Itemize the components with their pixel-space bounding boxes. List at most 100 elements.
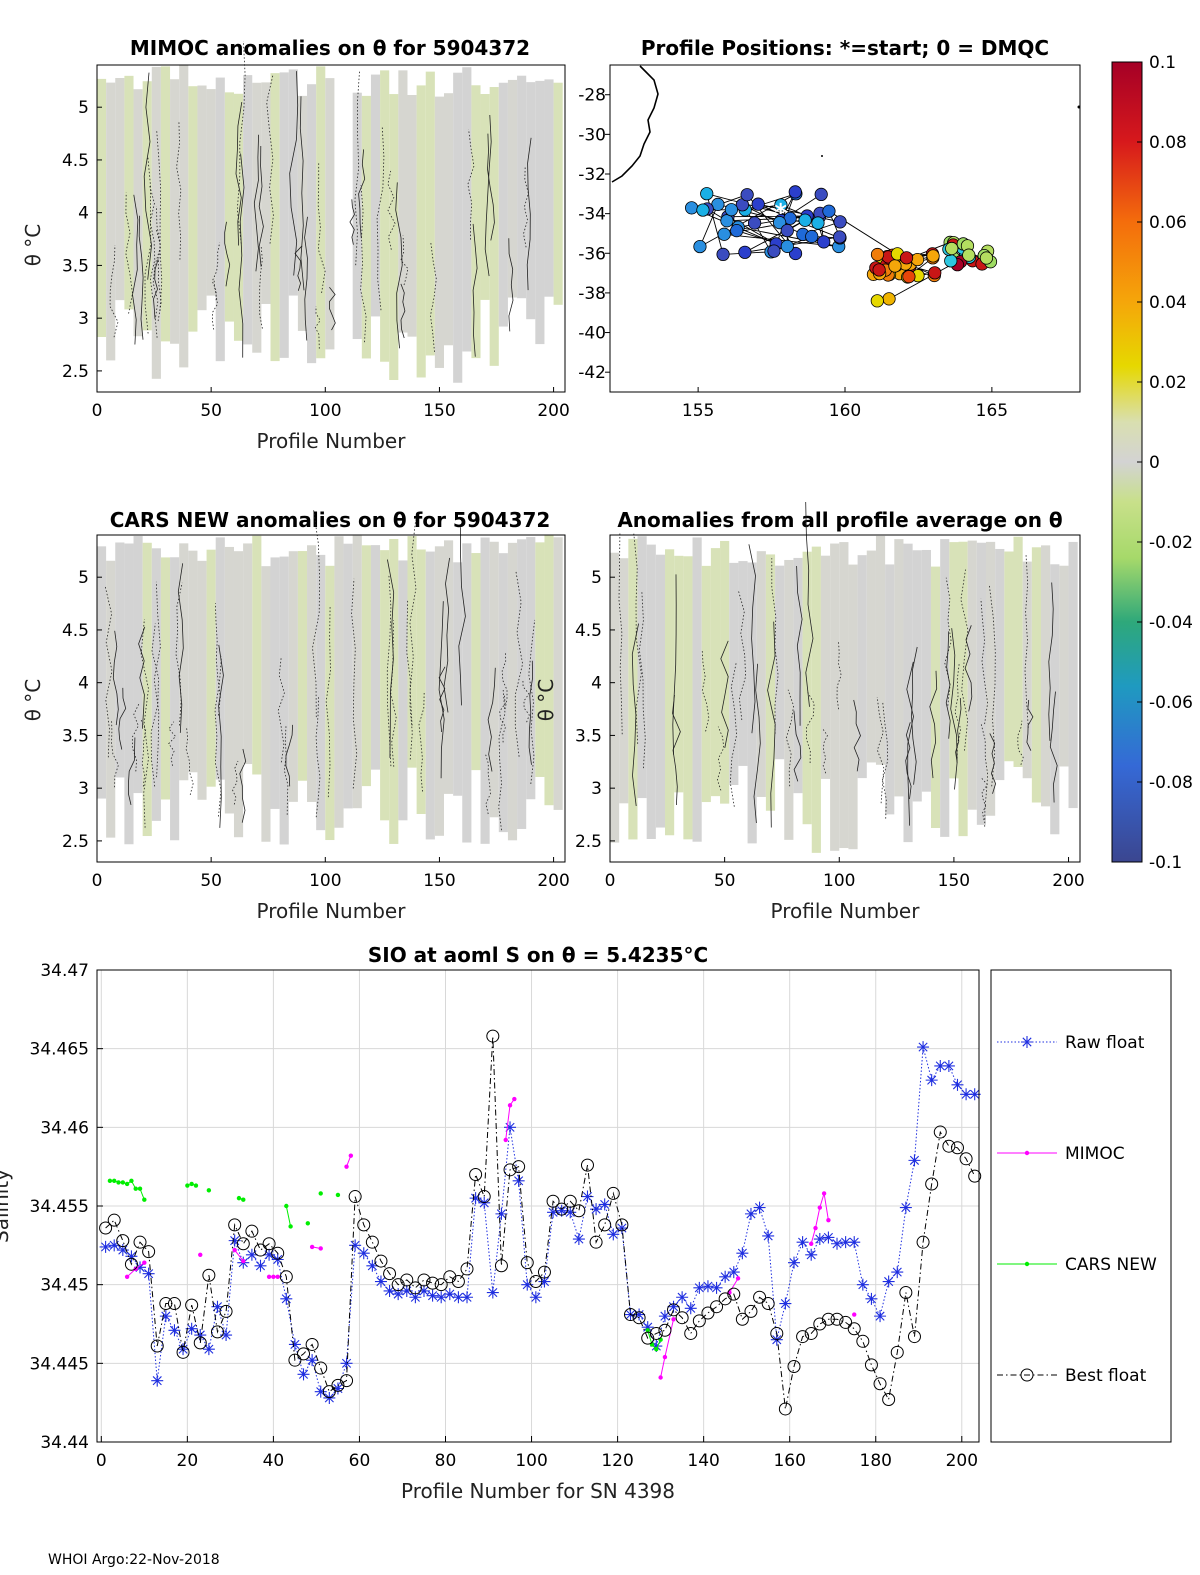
contour-line: [487, 133, 495, 241]
mimoc-marker: [852, 1312, 857, 1317]
raw-float-marker: [865, 1292, 878, 1305]
raw-float-marker: [185, 1322, 198, 1335]
best-float-marker: [968, 1169, 982, 1183]
y-tick-label: 3: [78, 779, 89, 799]
contour-line: [438, 601, 445, 779]
contour-line: [767, 621, 776, 828]
heat-cell: [958, 541, 968, 837]
best-float-marker: [546, 1194, 560, 1208]
y-tick-label: 3.5: [62, 256, 89, 276]
contour-line: [138, 215, 144, 340]
raw-float-marker: [658, 1310, 671, 1323]
heat-cell: [875, 535, 886, 765]
best-float-marker: [124, 1257, 138, 1271]
heat-cell: [106, 560, 116, 838]
heat-cell: [1059, 565, 1069, 767]
heat-cell: [334, 536, 344, 828]
raw-float-marker: [486, 1286, 499, 1299]
best-float-series: [99, 1029, 982, 1416]
best-float-marker: [761, 1297, 775, 1311]
heat-cell: [261, 82, 271, 304]
colorbar-tick-label: 0.04: [1149, 293, 1187, 313]
heat-cell: [866, 550, 876, 763]
contour-line: [358, 149, 366, 239]
raw-float-marker: [633, 1308, 646, 1321]
y-tick-label: 4: [78, 204, 89, 224]
raw-float-series: [99, 1041, 981, 1404]
raw-float-marker: [469, 1192, 482, 1205]
best-float-marker: [279, 1270, 293, 1284]
heat-cell: [243, 543, 253, 765]
y-tick-label: 4.5: [62, 151, 89, 171]
profile-position-marker: [774, 198, 788, 212]
heat-cell: [967, 540, 977, 810]
contour-line: [354, 69, 360, 266]
x-tick-label: 150: [423, 401, 455, 421]
island-dot-small: [821, 155, 823, 157]
profile-position-marker: [767, 244, 781, 258]
best-float-marker: [520, 1256, 534, 1270]
mimoc-heatmap-field: [97, 41, 563, 383]
best-float-marker: [116, 1234, 130, 1248]
mimoc-series: [124, 1096, 857, 1380]
contour-line: [390, 620, 397, 767]
heat-cell: [316, 66, 326, 359]
heat-cell: [655, 554, 666, 828]
y-tick-label: 2.5: [62, 362, 89, 382]
heat-cell: [610, 552, 620, 843]
best-float-marker: [684, 1326, 698, 1340]
raw-float-marker: [228, 1234, 241, 1247]
best-float-marker: [167, 1297, 181, 1311]
heat-cell: [407, 536, 417, 768]
raw-float-marker: [942, 1059, 955, 1072]
x-tick-label: 200: [537, 871, 569, 891]
best-float-marker: [236, 1237, 250, 1251]
best-float-marker: [305, 1337, 319, 1351]
contour-line: [315, 696, 321, 818]
y-tick-label: 3.5: [575, 726, 602, 746]
x-tick-label: 160: [773, 1451, 805, 1471]
best-float-marker: [778, 1402, 792, 1416]
heat-cell: [252, 82, 262, 353]
contour-line: [785, 689, 795, 787]
best-float-marker: [537, 1265, 551, 1279]
x-tick-label: 140: [687, 1451, 719, 1471]
best-float-marker: [856, 1334, 870, 1348]
cars-axes: 0 50 100 150 200 5 4.5 4 3.5 3 2.5: [62, 568, 570, 891]
raw-float-marker: [349, 1239, 362, 1252]
contour-line: [905, 722, 912, 800]
best-float-marker: [271, 1246, 285, 1260]
cars-new-marker: [236, 1195, 242, 1201]
heat-cell: [949, 542, 959, 779]
profile-position-marker: [979, 251, 994, 265]
profile-position-marker: [780, 223, 794, 238]
profile-position-marker: [910, 252, 925, 267]
cars-new-marker: [241, 1197, 246, 1202]
raw-float-marker: [125, 1250, 138, 1263]
heat-cell: [416, 549, 426, 814]
contour-line: [253, 134, 259, 272]
contour-line: [294, 245, 303, 291]
mimoc-plot-frame: [96, 64, 566, 393]
profile-position-marker: [738, 245, 752, 259]
mimoc-marker: [658, 1375, 663, 1380]
raw-float-marker: [684, 1302, 697, 1315]
heat-cell: [206, 549, 216, 787]
raw-float-marker: [314, 1385, 327, 1398]
cars-new-marker: [645, 1328, 650, 1333]
island-dot: [1077, 105, 1081, 109]
contour-line: [140, 718, 147, 787]
raw-float-marker: [443, 1288, 456, 1301]
contour-line: [149, 184, 156, 298]
best-float-marker: [460, 1262, 474, 1276]
best-float-marker: [821, 1312, 835, 1326]
best-float-marker: [426, 1276, 440, 1290]
average-anomaly-panel: Anomalies from all profile average on θ …: [534, 501, 1085, 923]
contour-line: [406, 599, 413, 760]
raw-float-marker: [495, 1207, 508, 1220]
raw-float-marker: [899, 1201, 912, 1214]
raw-float-marker: [787, 1256, 800, 1269]
contour-line: [672, 694, 681, 806]
profile-position-marker: [724, 203, 739, 217]
best-float-marker: [563, 1194, 577, 1208]
